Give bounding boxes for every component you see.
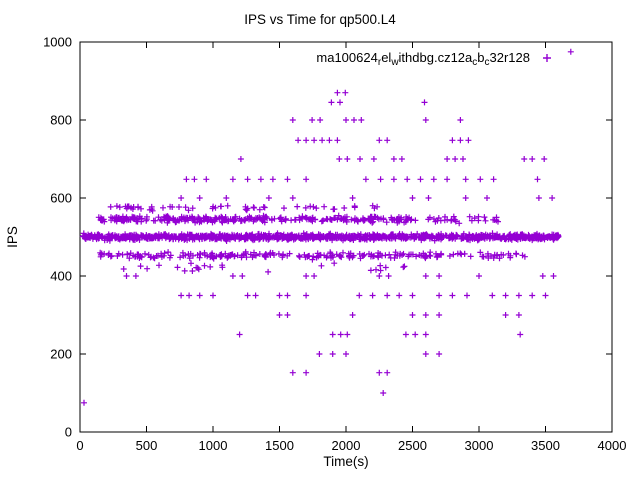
y-tick-label: 200 <box>50 347 72 362</box>
x-tick-label: 500 <box>136 438 158 453</box>
x-axis-label: Time(s) <box>323 454 368 469</box>
legend-marker-plus-icon <box>543 54 551 62</box>
x-tick-label: 3500 <box>531 438 560 453</box>
x-tick-label: 1000 <box>199 438 228 453</box>
chart-title: IPS vs Time for qp500.L4 <box>244 12 396 27</box>
x-tick-label: 2500 <box>398 438 427 453</box>
legend-label: ma100624relwithdbg.cz12acbc32r128 <box>316 50 530 68</box>
legend: ma100624relwithdbg.cz12acbc32r128 <box>316 50 551 68</box>
x-tick-label: 2000 <box>332 438 361 453</box>
x-tick-label: 4000 <box>598 438 627 453</box>
data-points-path <box>79 48 574 406</box>
y-tick-label: 800 <box>50 113 72 128</box>
axes-ticks: 0 500 1000 1500 2000 2500 3000 3500 4000 0 200 400 6… <box>43 35 626 454</box>
x-tick-label: 0 <box>76 438 83 453</box>
data-points-layer <box>79 48 574 406</box>
y-axis-label: IPS <box>5 226 20 248</box>
y-tick-label: 1000 <box>43 35 72 50</box>
y-tick-label: 600 <box>50 191 72 206</box>
y-tick-label: 0 <box>65 425 72 440</box>
x-tick-label: 1500 <box>265 438 294 453</box>
x-tick-label: 3000 <box>465 438 494 453</box>
y-tick-label: 400 <box>50 269 72 284</box>
